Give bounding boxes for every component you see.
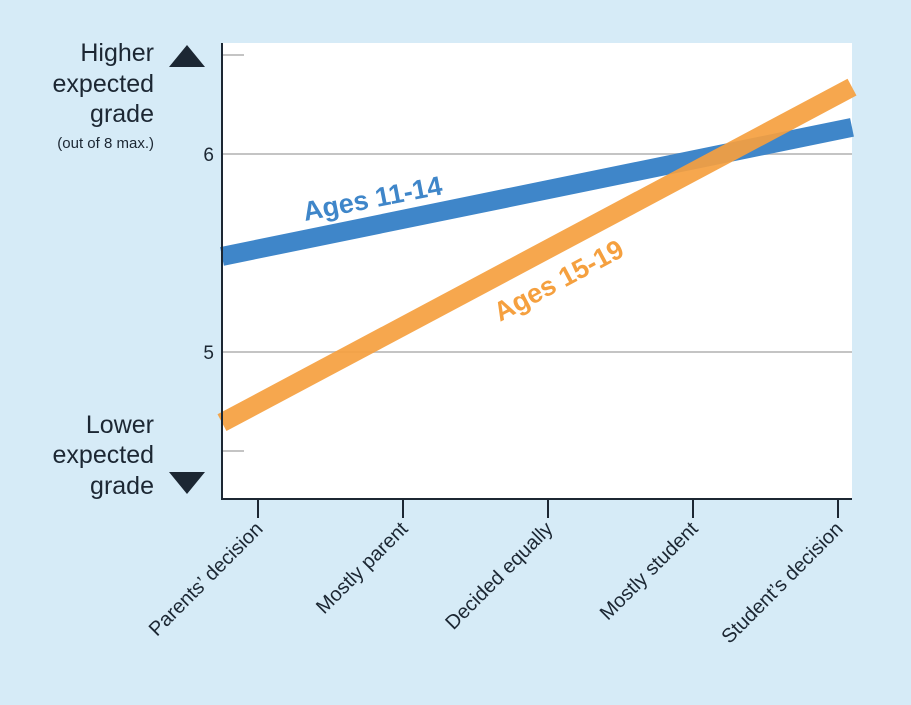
y-tick-label: 6 — [203, 145, 214, 166]
higher-grade-annotation: Higher expected grade (out of 8 max.) — [53, 39, 205, 152]
lower-label-line-2: expected — [53, 441, 154, 469]
up-triangle-icon — [169, 45, 205, 67]
x-tick-label: Decided equally — [441, 518, 557, 634]
x-tick-label: Parents’ decision — [145, 518, 268, 641]
higher-label-line-2: expected — [53, 70, 154, 98]
series-line-ages-15-19 — [217, 78, 857, 432]
higher-label-note: (out of 8 max.) — [57, 135, 154, 152]
higher-label-line-3: grade — [90, 100, 154, 128]
y-tick-label: 5 — [203, 343, 214, 364]
x-tick-label: Mostly student — [596, 518, 703, 625]
down-triangle-icon — [169, 472, 205, 494]
lower-label-line-1: Lower — [86, 411, 154, 439]
x-tick-label: Mostly parent — [312, 518, 413, 619]
lower-label-line-3: grade — [90, 472, 154, 500]
x-tick-label: Student’s decision — [717, 518, 847, 648]
plot-background — [222, 43, 852, 499]
higher-label-line-1: Higher — [80, 39, 154, 67]
lower-grade-annotation: Lower expected grade — [53, 411, 205, 500]
series-layer — [217, 78, 857, 432]
